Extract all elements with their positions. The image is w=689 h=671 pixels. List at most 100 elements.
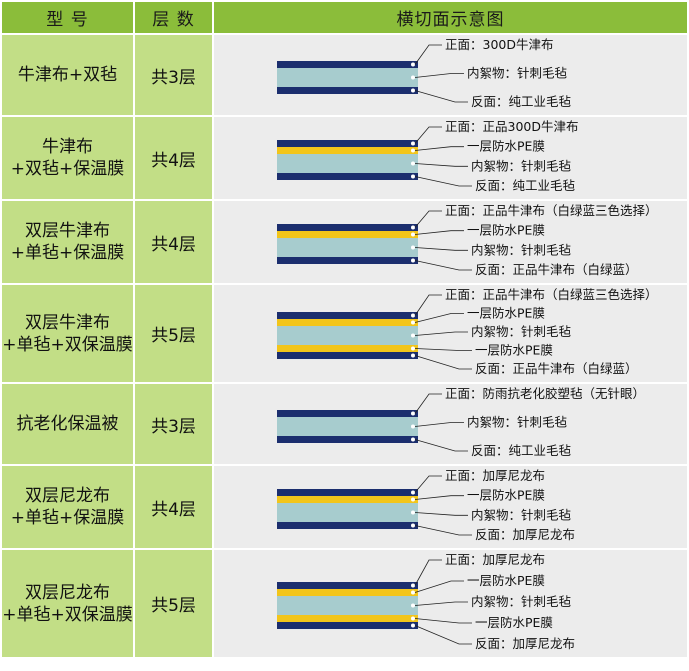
layer-band-teal xyxy=(277,154,418,173)
cross-section-cell: 正面：加厚尼龙布 一层防水PE膜 内絮物：针刺毛毡 反面：加厚尼龙布 xyxy=(214,466,687,548)
leader-line xyxy=(414,559,442,586)
model-cell: 抗老化保温被 xyxy=(2,384,133,464)
layer-label: 反面：正品牛津布（白绿蓝） xyxy=(475,361,638,376)
layer-band-teal xyxy=(277,326,418,345)
layer-band-navy xyxy=(277,224,418,231)
layer-label: 反面：加厚尼龙布 xyxy=(475,527,575,542)
leader-line xyxy=(414,422,464,427)
leader-line xyxy=(414,580,464,593)
leader-line xyxy=(414,355,472,370)
model-line: 牛津布+双毡 xyxy=(17,65,118,85)
leader-line xyxy=(414,210,442,228)
layer-band-teal xyxy=(277,503,418,522)
model-cell: 牛津布 +双毡+保温膜 xyxy=(2,117,133,199)
layer-count-cell: 共5层 xyxy=(135,550,212,657)
layer-count-cell: 共4层 xyxy=(135,466,212,548)
leader-line xyxy=(414,393,442,414)
leader-dot xyxy=(411,88,415,93)
layer-label: 内絮物：针刺毛毡 xyxy=(471,242,572,257)
leader-line xyxy=(414,230,464,235)
layer-label: 反面：纯工业毛毡 xyxy=(471,94,572,109)
layer-label: 一层防水PE膜 xyxy=(475,343,553,358)
leader-line xyxy=(414,163,468,167)
layer-band-yellow xyxy=(277,589,418,596)
layer-label: 正面：防雨抗老化胶塑毡（无针眼） xyxy=(445,386,645,401)
layer-band-teal xyxy=(277,596,418,615)
model-cell: 双层牛津布 +单毡+保温膜 xyxy=(2,201,133,283)
layer-band-navy xyxy=(277,352,418,359)
layer-count-cell: 共4层 xyxy=(135,117,212,199)
leader-line xyxy=(414,73,464,78)
leader-dot xyxy=(411,411,415,416)
leader-dot xyxy=(411,490,415,495)
model-line: 双层牛津布 xyxy=(25,312,110,333)
leader-dot xyxy=(411,603,415,608)
cross-section-diagram: 正面：正品牛津布（白绿蓝三色选择） 一层防水PE膜内絮物：针刺毛毡反面：正品牛津布… xyxy=(277,203,658,277)
model-line: 双层牛津布 xyxy=(25,221,110,241)
layer-label: 内絮物：针刺毛毡 xyxy=(471,594,572,609)
layer-band-teal xyxy=(277,238,418,257)
model-line: +单毡+双保温膜 xyxy=(2,604,133,625)
layer-label: 内絮物：针刺毛毡 xyxy=(471,324,572,339)
layer-band-navy xyxy=(277,622,418,629)
header-layers: 层 数 xyxy=(135,2,212,33)
leader-dot xyxy=(411,353,415,358)
leader-line xyxy=(414,512,468,516)
leader-dot xyxy=(411,232,415,237)
layer-count-cell: 共3层 xyxy=(135,384,212,464)
leader-line xyxy=(414,313,464,323)
leader-dot xyxy=(411,583,415,588)
model-line: +单毡+双保温膜 xyxy=(2,334,133,355)
cross-section-cell: 正面：防雨抗老化胶塑毡（无针眼） 内絮物：针刺毛毡 反面：纯工业毛毡 xyxy=(214,384,687,464)
layer-label: 一层防水PE膜 xyxy=(467,223,545,238)
leader-dot xyxy=(411,424,415,429)
layer-label: 一层防水PE膜 xyxy=(467,306,545,321)
layer-band-navy xyxy=(277,257,418,264)
cross-section-cell: 正面：300D牛津布内絮物：针刺毛毡反面：纯工业毛毡 xyxy=(214,35,687,115)
leader-dot xyxy=(411,437,415,442)
leader-line xyxy=(414,601,468,606)
layer-label: 正面：正品牛津布（白绿蓝三色选择） xyxy=(445,287,658,302)
layer-label: 一层防水PE膜 xyxy=(467,488,545,503)
layer-label: 反面：加厚尼龙布 xyxy=(475,636,575,651)
leader-line xyxy=(414,618,472,624)
model-cell: 双层牛津布 +单毡+双保温膜 xyxy=(2,285,133,382)
leader-dot xyxy=(411,141,415,146)
leader-line xyxy=(414,331,468,336)
model-line: 抗老化保温被 xyxy=(16,414,119,434)
leader-dot xyxy=(411,523,415,528)
leader-dot xyxy=(411,616,415,621)
layer-band-navy xyxy=(277,140,418,147)
layer-label: 内絮物：针刺毛毡 xyxy=(471,158,572,173)
leader-line xyxy=(414,260,472,271)
layer-band-yellow xyxy=(277,231,418,238)
model-line: 双层尼龙布 xyxy=(25,486,110,506)
model-line: +单毡+保温膜 xyxy=(10,508,125,528)
layer-count-cell: 共5层 xyxy=(135,285,212,382)
leader-dot xyxy=(411,333,415,338)
layer-label: 内絮物：针刺毛毡 xyxy=(467,66,568,81)
leader-dot xyxy=(411,590,415,595)
leader-line xyxy=(414,90,468,103)
leader-dot xyxy=(411,346,415,351)
layer-label: 一层防水PE膜 xyxy=(475,615,553,630)
layer-band-navy xyxy=(277,173,418,180)
leader-dot xyxy=(411,623,415,628)
leader-line xyxy=(414,475,442,493)
leader-line xyxy=(414,439,468,452)
leader-line xyxy=(414,525,472,536)
leader-dot xyxy=(411,320,415,325)
layer-band-teal xyxy=(277,417,418,436)
layer-band-yellow xyxy=(277,615,418,622)
layer-band-yellow xyxy=(277,345,418,352)
leader-dot xyxy=(411,225,415,230)
layer-band-navy xyxy=(277,522,418,529)
layer-label: 正面：300D牛津布 xyxy=(445,37,553,52)
leader-dot xyxy=(411,174,415,179)
layer-band-teal xyxy=(277,68,418,87)
layer-label: 反面：正品牛津布（白绿蓝） xyxy=(475,262,638,277)
